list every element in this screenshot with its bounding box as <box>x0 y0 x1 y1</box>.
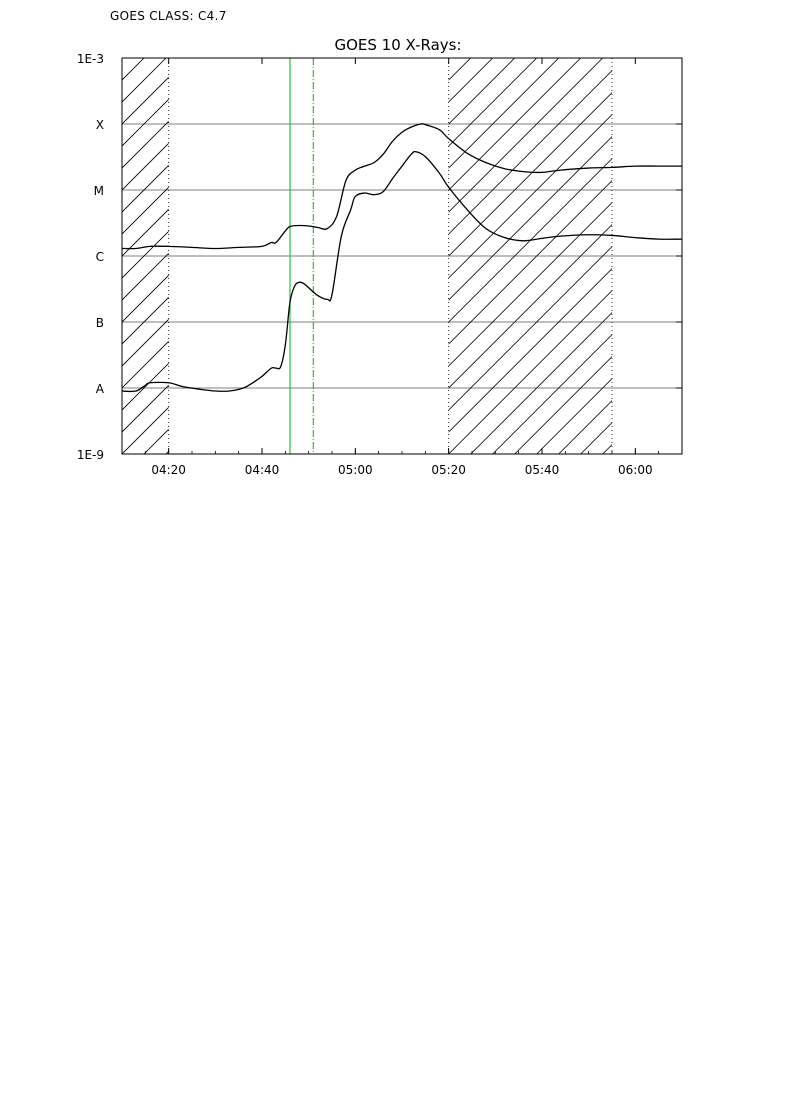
y-tick-label: X <box>96 118 104 132</box>
goes-class-label: GOES CLASS: C4.7 <box>110 9 227 23</box>
x-tick-label: 05:40 <box>525 463 560 477</box>
grid-layer <box>122 123 682 389</box>
y-tick-label: A <box>96 382 105 396</box>
marker-layer <box>289 58 314 454</box>
x-tick-label: 06:00 <box>618 463 653 477</box>
y-tick-label: B <box>96 316 104 330</box>
y-tick-label: 1E-3 <box>77 52 104 66</box>
y-tick-label: C <box>96 250 104 264</box>
y-tick-label: M <box>94 184 104 198</box>
x-tick-label: 05:00 <box>338 463 373 477</box>
chart-title: GOES 10 X-Rays: <box>334 36 461 54</box>
axis-layer: 1E-9 A B C M X 1E-3 04:20 04:40 05:00 05:20 05:40 06… <box>77 52 683 477</box>
x-tick-label: 04:40 <box>245 463 280 477</box>
y-tick-label: 1E-9 <box>77 448 104 462</box>
x-tick-label: 04:20 <box>151 463 186 477</box>
x-tick-label: 05:20 <box>431 463 466 477</box>
xray-series-2 <box>122 150 682 393</box>
curve-layer <box>122 123 682 393</box>
xray-series-1 <box>122 123 682 250</box>
